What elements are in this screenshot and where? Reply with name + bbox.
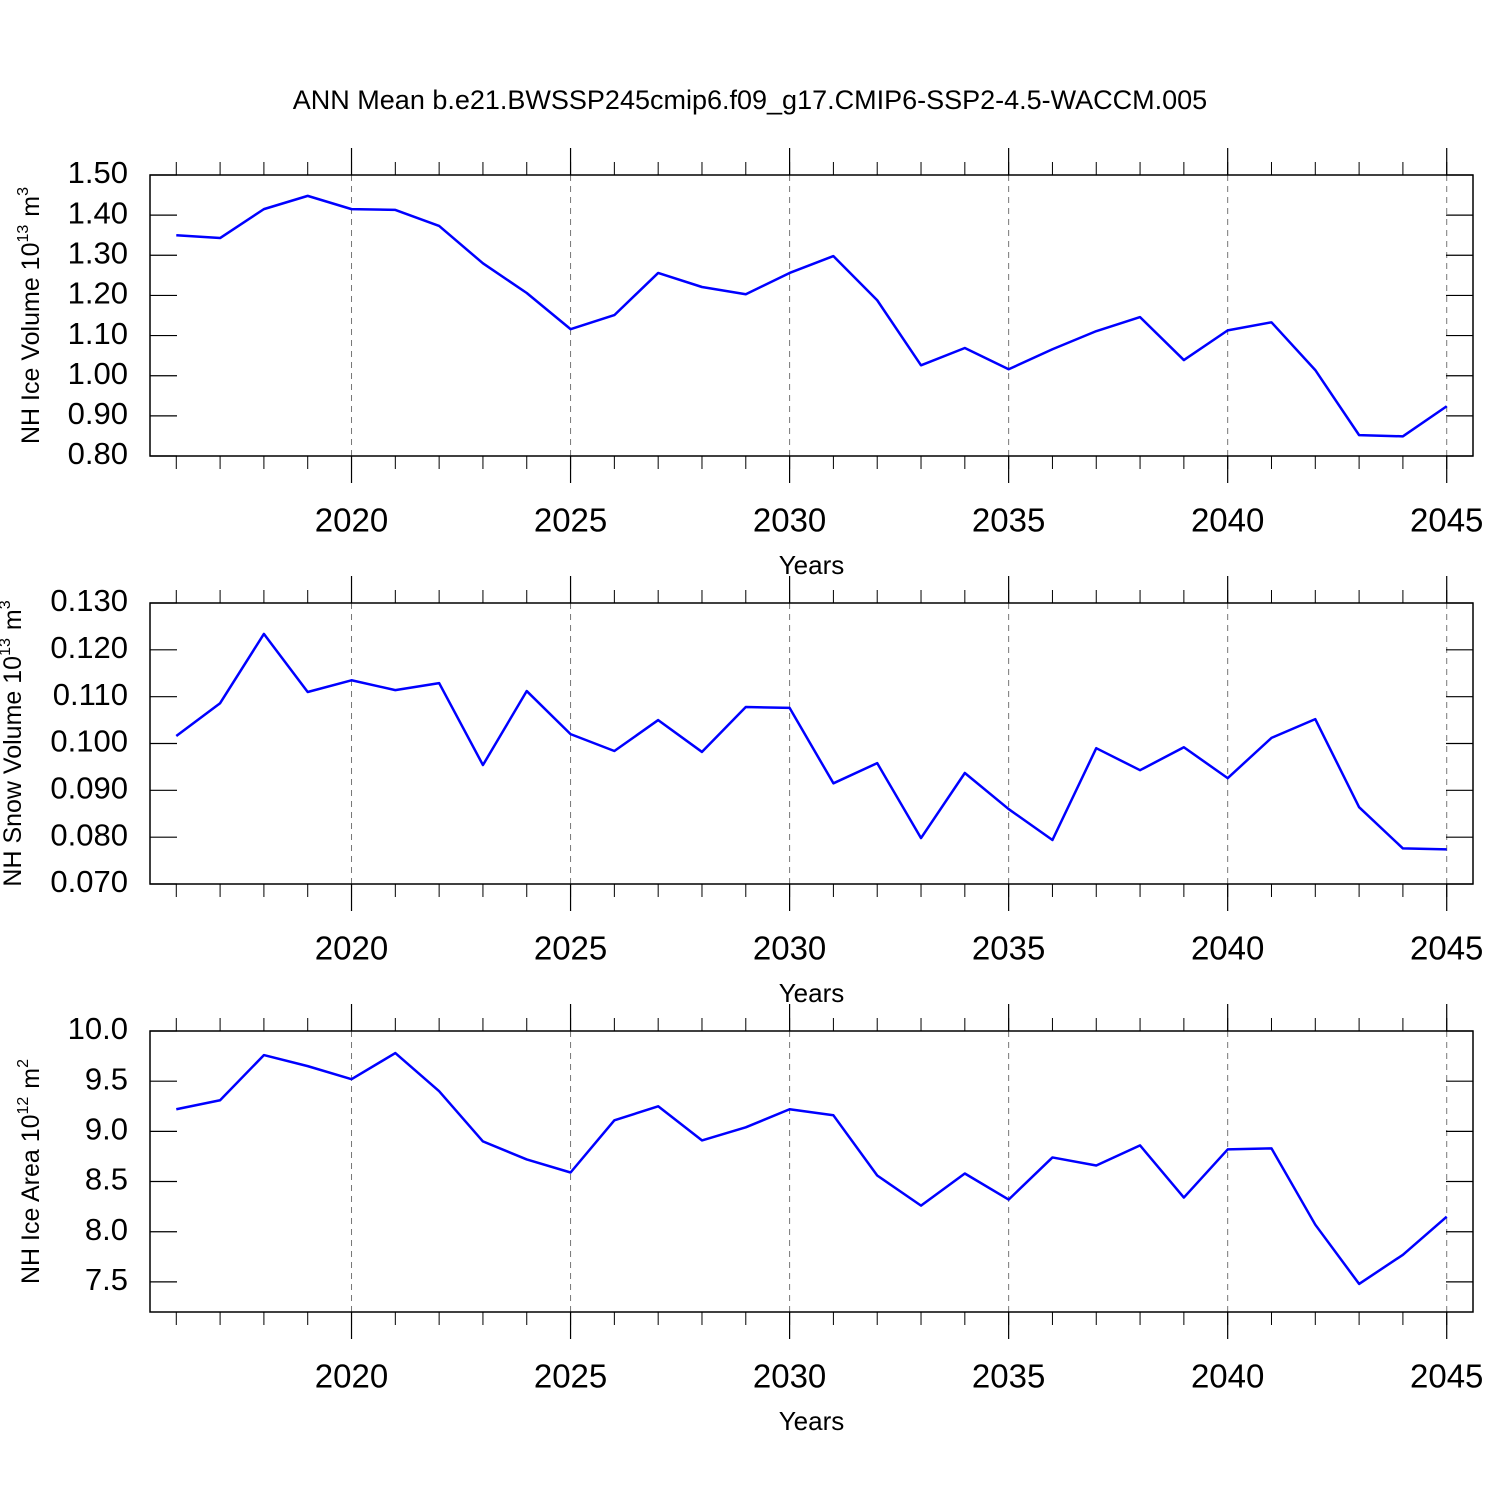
y-tick-label: 9.5 [85,1061,128,1096]
y-label-unit: m [17,1068,45,1089]
y-tick-label: 1.40 [68,195,128,230]
x-tick-label: 2025 [534,1358,607,1395]
y-label-unit: m [17,196,45,217]
y-tick-label: 1.00 [68,356,128,391]
x-tick-label: 2030 [753,502,826,539]
y-axis-label: NH Snow Volume 1013 m3 [0,600,27,886]
x-tick-label: 2035 [972,1358,1045,1395]
data-line [176,194,1448,438]
y-tick-label: 10.0 [68,1011,128,1046]
y-label-text: NH Ice Volume 10 [17,243,45,445]
y-tick-label: 0.110 [53,677,128,712]
x-tick-label: 2035 [972,930,1045,967]
x-axis-label: Years [779,978,845,1008]
x-tick-label: 2020 [315,1358,388,1395]
plot-frame [149,602,1474,885]
data-line [175,632,1447,851]
y-label-unit: m [0,609,27,630]
x-axis-label: Years [779,550,845,580]
y-tick-label: 1.50 [68,155,128,190]
x-tick-label: 2025 [534,930,607,967]
y-tick-label: 1.30 [68,235,128,270]
y-axis-label: NH Ice Volume 1013 m3 [15,187,45,444]
x-tick-label: 2045 [1410,502,1483,539]
y-tick-label: 8.0 [85,1212,128,1247]
y-tick-label: 0.070 [50,864,128,899]
y-axis-label: NH Ice Area 1012 m2 [15,1059,45,1284]
y-tick-label: 0.100 [50,724,128,759]
y-label-text: NH Ice Area 10 [17,1115,45,1285]
data-line [176,1051,1448,1286]
x-tick-label: 2035 [972,502,1045,539]
x-tick-label: 2025 [534,502,607,539]
y-label-unit-exponent: 3 [15,187,32,196]
y-tick-label: 1.10 [68,316,128,351]
x-tick-label: 2040 [1191,502,1264,539]
y-tick-label: 7.5 [85,1262,128,1297]
x-tick-label: 2030 [753,930,826,967]
y-tick-label: 8.5 [85,1162,128,1197]
plot-frame [149,174,1474,457]
y-tick-label: 1.20 [68,276,128,311]
figure-title: ANN Mean b.e21.BWSSP245cmip6.f09_g17.CMI… [293,85,1207,115]
y-label-exponent: 13 [0,638,14,656]
y-label-unit-exponent: 3 [0,600,14,609]
x-tick-label: 2040 [1191,1358,1264,1395]
x-tick-label: 2020 [315,930,388,967]
x-tick-label: 2040 [1191,930,1264,967]
y-tick-label: 0.120 [50,630,128,665]
x-tick-label: 2020 [315,502,388,539]
y-label-exponent: 13 [15,225,32,243]
y-label-exponent: 12 [15,1097,32,1115]
y-tick-label: 9.0 [85,1112,128,1147]
x-axis-label: Years [779,1406,845,1436]
y-tick-label: 0.080 [50,817,128,852]
plot-frame [149,1030,1474,1313]
y-tick-label: 0.090 [50,771,128,806]
x-tick-label: 2045 [1410,930,1483,967]
y-tick-label: 0.90 [68,396,128,431]
y-tick-label: 0.80 [68,436,128,471]
y-label-unit-exponent: 2 [15,1059,32,1068]
y-tick-label: 0.130 [50,583,128,618]
x-tick-label: 2045 [1410,1358,1483,1395]
y-label-text: NH Snow Volume 10 [0,656,27,887]
x-tick-label: 2030 [753,1358,826,1395]
